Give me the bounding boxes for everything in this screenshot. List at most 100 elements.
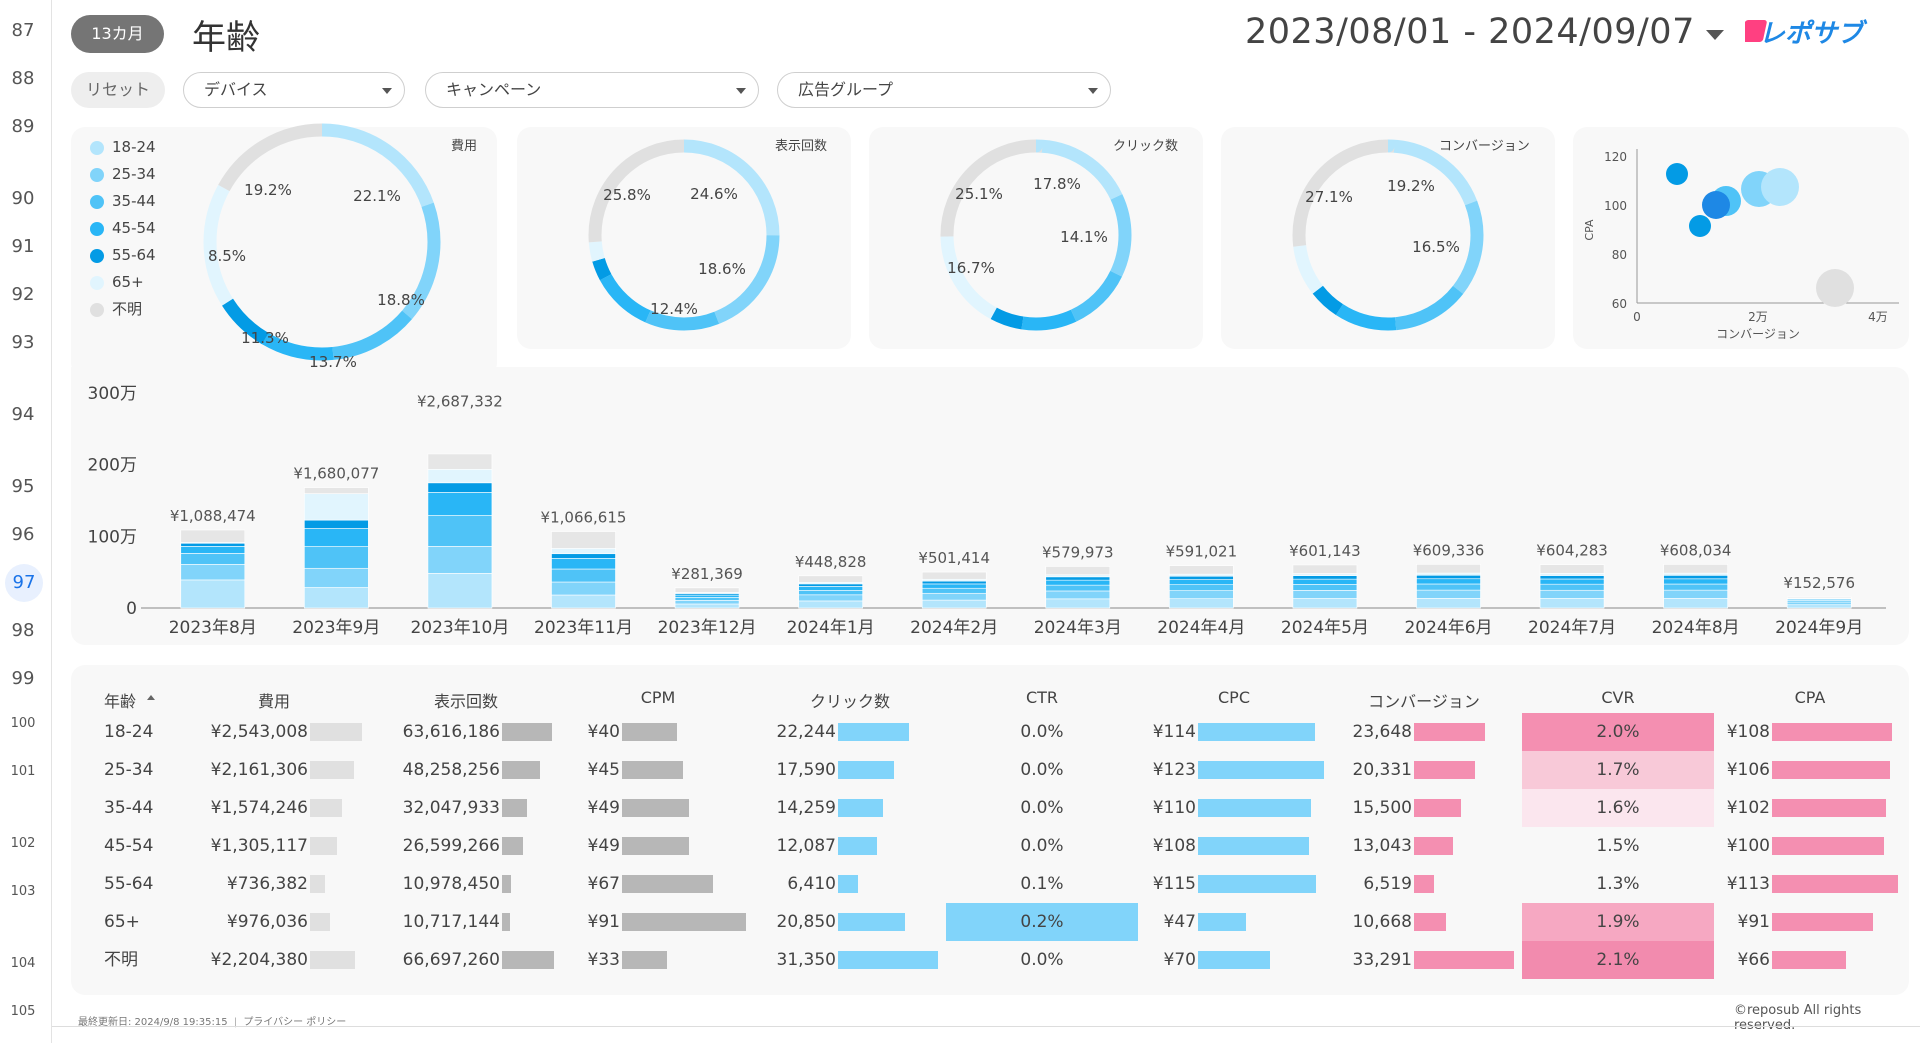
table-data-bar: [622, 799, 689, 817]
bar-segment: [180, 564, 246, 581]
table-header[interactable]: CPC: [1218, 688, 1250, 707]
row-number[interactable]: 100: [10, 716, 36, 731]
cell-ctr: 0.0%: [1020, 836, 1064, 856]
table-data-bar: [622, 723, 677, 741]
row-number[interactable]: 90: [11, 188, 35, 209]
legend-item[interactable]: 45-54: [90, 215, 156, 242]
x-tick-label: 2023年8月: [169, 618, 257, 638]
privacy-policy-link[interactable]: プライバシー ポリシー: [243, 1017, 347, 1028]
row-number[interactable]: 95: [11, 476, 35, 497]
x-tick-label: 2024年2月: [910, 618, 998, 638]
bar-segment: [1416, 589, 1481, 599]
bar-segment: [1292, 578, 1358, 585]
bar-segment: [798, 590, 863, 596]
row-number[interactable]: 89: [11, 116, 35, 137]
ad-group-dropdown[interactable]: 広告グループ: [777, 72, 1111, 108]
bar-segment: [551, 568, 616, 583]
legend-item[interactable]: 55-64: [90, 242, 156, 269]
row-number[interactable]: 97: [5, 564, 43, 602]
bar-segment: [1169, 573, 1234, 577]
bar-segment: [1292, 584, 1358, 591]
table-data-bar: [1198, 799, 1311, 817]
cell-cpa: ¥100: [1726, 836, 1770, 856]
conversions-donut-panel: [1221, 127, 1555, 349]
bar-segment: [427, 469, 493, 484]
row-number[interactable]: 87: [11, 20, 35, 41]
legend-item[interactable]: 不明: [90, 296, 156, 323]
cell-cost: ¥1,305,117: [210, 836, 308, 856]
bar-segment: [674, 600, 740, 605]
legend-swatch: [90, 249, 104, 263]
table-data-bar: [502, 913, 511, 931]
row-number[interactable]: 104: [10, 956, 36, 971]
cell-cost: ¥2,543,008: [210, 722, 308, 742]
row-number[interactable]: 92: [11, 284, 35, 305]
legend-item[interactable]: 65+: [90, 269, 156, 296]
legend-item[interactable]: 25-34: [90, 161, 156, 188]
bar-segment: [1663, 578, 1728, 585]
cell-age: 55-64: [104, 874, 154, 894]
table-data-bar: [622, 761, 684, 779]
reset-button[interactable]: リセット: [71, 72, 165, 108]
row-number[interactable]: 99: [11, 668, 35, 689]
legend-label: 18-24: [112, 138, 156, 156]
cell-cpa: ¥106: [1726, 760, 1770, 780]
period-badge[interactable]: 13カ月: [71, 15, 164, 53]
table-header[interactable]: 年齢: [104, 692, 137, 711]
row-number-gutter: 87 88 89 90 91 92 93 94 95 96 97 98 99 100 101 102 103 10…: [0, 0, 52, 1043]
bar-total-label: ¥1,680,077: [293, 465, 379, 483]
y-tick-label: 200万: [88, 456, 137, 476]
legend-label: 35-44: [112, 192, 156, 210]
bar-segment: [674, 587, 740, 593]
table-header[interactable]: CVR: [1601, 688, 1635, 707]
table-data-bar: [1414, 761, 1476, 779]
bar-segment: [1663, 564, 1728, 574]
table-header[interactable]: 表示回数: [433, 692, 498, 711]
campaign-dropdown[interactable]: キャンペーン: [425, 72, 759, 108]
legend-item[interactable]: 35-44: [90, 188, 156, 215]
row-number[interactable]: 93: [11, 332, 35, 353]
legend-label: 不明: [112, 300, 143, 318]
table-header[interactable]: クリック数: [809, 692, 890, 711]
row-number[interactable]: 101: [10, 764, 36, 779]
sort-ascending-icon[interactable]: [147, 695, 155, 700]
cell-conversions: 10,668: [1352, 912, 1412, 932]
row-number[interactable]: 94: [11, 404, 35, 425]
device-dropdown[interactable]: デバイス: [183, 72, 405, 108]
row-number[interactable]: 91: [11, 236, 35, 257]
bar-segment: [180, 553, 246, 565]
date-range-picker[interactable]: 2023/08/01 - 2024/09/07: [1245, 12, 1695, 52]
monthly-cost-stacked-bar-chart: 300万 200万 100万 0 ¥1,088,474 2023年8月 ¥1,680,077…: [88, 384, 1886, 638]
bar-segment: [1416, 572, 1481, 576]
bar-segment: [304, 519, 369, 529]
bar-segment: [180, 529, 246, 543]
table-header[interactable]: CPM: [640, 688, 676, 707]
legend-swatch: [90, 222, 104, 236]
table-header[interactable]: CPA: [1794, 688, 1826, 707]
bar-segment: [551, 558, 616, 570]
table-data-bar: [622, 837, 689, 855]
row-number[interactable]: 103: [10, 884, 36, 899]
row-number[interactable]: 96: [11, 524, 35, 545]
table-header[interactable]: CTR: [1025, 688, 1059, 707]
table-header[interactable]: 費用: [257, 692, 290, 711]
table-header[interactable]: コンバージョン: [1368, 692, 1480, 711]
row-number[interactable]: 88: [11, 68, 35, 89]
bar-segment: [1786, 601, 1852, 606]
cpa-scatter-panel: [1573, 127, 1909, 349]
bar-segment: [1539, 573, 1605, 576]
bar-segment: [674, 594, 740, 598]
row-number[interactable]: 105: [10, 1004, 36, 1019]
clicks-pct-label: 16.7%: [947, 259, 995, 277]
cell-age: 65+: [104, 912, 140, 932]
device-dropdown-label: デバイス: [204, 80, 268, 99]
legend-item[interactable]: 18-24: [90, 134, 156, 161]
bar-segment: [1786, 596, 1852, 599]
row-number[interactable]: 98: [11, 620, 35, 641]
chevron-down-icon[interactable]: [1706, 30, 1724, 40]
x-tick-label: 2024年4月: [1157, 618, 1245, 638]
row-number[interactable]: 102: [10, 836, 36, 851]
bar-segment: [674, 597, 740, 601]
impressions-donut-title: 表示回数: [775, 139, 828, 154]
